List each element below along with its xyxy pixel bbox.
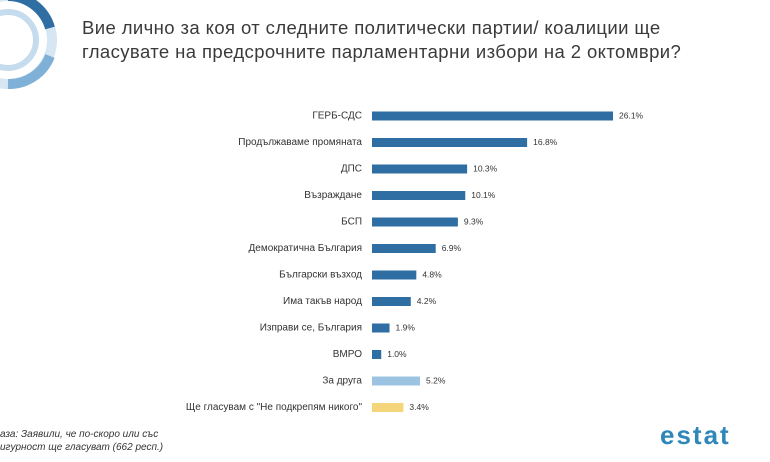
bar <box>372 376 421 386</box>
bar <box>372 138 528 147</box>
decor-arc <box>7 0 55 30</box>
value-label: 26.1% <box>619 110 644 120</box>
footnote-line: аза: Заявили, че по-скоро или със <box>0 429 159 440</box>
category-label: Изправи се, България <box>260 323 362 334</box>
bar <box>372 244 436 253</box>
bar <box>372 297 411 306</box>
bar <box>372 111 613 121</box>
category-label: Демократична България <box>249 243 363 254</box>
logo: estat <box>660 420 731 450</box>
value-label: 6.9% <box>442 243 462 253</box>
category-label: ДПС <box>341 164 362 175</box>
value-label: 4.2% <box>417 296 437 306</box>
category-label: БСП <box>341 217 362 228</box>
bar <box>372 164 468 174</box>
value-label: 4.8% <box>422 269 442 279</box>
decor-arc <box>7 53 55 89</box>
logo-graphic <box>0 0 57 89</box>
value-label: 5.2% <box>426 375 446 385</box>
decor-ring <box>0 9 39 71</box>
category-label: ГЕРБ-СДС <box>312 111 362 122</box>
value-label: 10.1% <box>471 190 496 200</box>
value-label: 1.0% <box>387 349 407 359</box>
bar <box>372 191 466 200</box>
bar <box>372 350 382 359</box>
value-label: 3.4% <box>409 402 429 412</box>
bar <box>372 270 417 280</box>
bar <box>372 403 404 412</box>
value-label: 9.3% <box>464 216 484 226</box>
value-label: 1.9% <box>396 322 416 332</box>
footnote-line: игурност ще гласуват (662 респ.) <box>0 442 164 453</box>
bar <box>372 323 390 333</box>
category-label: За друга <box>322 376 362 387</box>
category-label: Ще гласувам с "Не подкрепям никого" <box>186 402 363 413</box>
bar <box>372 217 458 227</box>
category-label: Български възход <box>279 270 362 281</box>
footnote: аза: Заявили, че по-скоро или със игурно… <box>0 428 163 454</box>
value-label: 16.8% <box>533 137 558 147</box>
category-label: Има такъв народ <box>283 296 362 307</box>
category-label: ВМРО <box>333 349 362 360</box>
category-label: Продължаваме промяната <box>238 137 362 148</box>
value-label: 10.3% <box>473 163 498 173</box>
chart-title: Вие лично за коя от следните политически… <box>82 17 682 62</box>
category-label: Възраждане <box>304 190 362 201</box>
